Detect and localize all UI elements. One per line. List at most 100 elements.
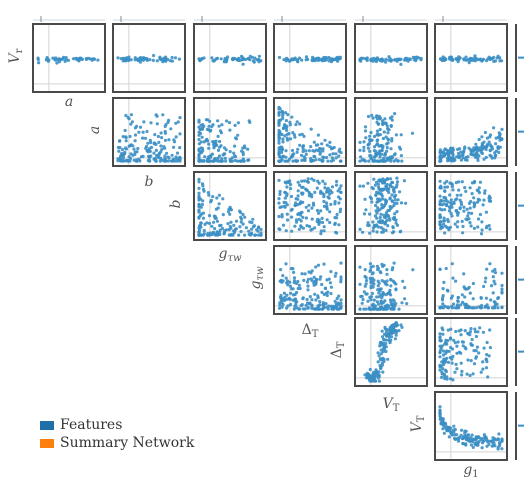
scatter-point bbox=[295, 150, 299, 154]
scatter-point bbox=[371, 374, 375, 378]
scatter-point bbox=[130, 120, 134, 124]
scatter-point bbox=[137, 57, 142, 61]
scatter-point bbox=[310, 227, 314, 231]
scatter-point bbox=[451, 188, 455, 192]
scatter-point bbox=[370, 291, 374, 295]
panel-V_r-vs-g_1 bbox=[434, 23, 508, 93]
scatter-point bbox=[301, 144, 306, 148]
scatter-point bbox=[288, 120, 292, 124]
scatter-point bbox=[283, 205, 287, 209]
scatter-point bbox=[386, 213, 390, 217]
panel-g_tau_w-vs-Delta_T bbox=[273, 245, 347, 315]
scatter-point bbox=[301, 147, 305, 151]
scatter-point bbox=[127, 144, 131, 148]
scatter-point bbox=[480, 228, 484, 232]
scatter-point bbox=[376, 351, 380, 355]
scatter-point bbox=[317, 158, 322, 162]
scatter-point bbox=[138, 60, 142, 64]
scatter-point bbox=[129, 122, 133, 126]
scatter-point bbox=[371, 264, 375, 268]
scatter-point bbox=[318, 152, 322, 156]
scatter-point bbox=[468, 373, 472, 378]
scatter-point bbox=[496, 296, 500, 301]
scatter-point bbox=[285, 136, 289, 140]
scatter-point bbox=[467, 433, 471, 437]
scatter-point bbox=[334, 152, 338, 156]
scatter-point bbox=[438, 411, 442, 415]
scatter-point bbox=[288, 280, 292, 284]
scatter-point bbox=[336, 59, 340, 63]
scatter-point bbox=[318, 147, 323, 151]
scatter-point bbox=[394, 193, 398, 198]
scatter-point bbox=[160, 136, 164, 140]
scatter-point bbox=[339, 304, 343, 308]
scatter-point bbox=[296, 189, 300, 193]
scatter-point bbox=[294, 123, 298, 127]
scatter-point bbox=[459, 202, 464, 207]
panel-frame bbox=[434, 97, 508, 167]
scatter-point bbox=[374, 368, 378, 372]
scatter-point bbox=[339, 151, 343, 155]
scatter-point bbox=[449, 147, 453, 151]
scatter-point bbox=[155, 114, 159, 118]
scatter-point bbox=[277, 138, 281, 142]
scatter-point bbox=[364, 276, 368, 280]
scatter-point bbox=[253, 233, 258, 237]
scatter-point bbox=[314, 298, 318, 302]
col-label-a: a bbox=[65, 94, 73, 110]
scatter-point bbox=[293, 224, 297, 228]
scatter-point bbox=[288, 297, 292, 301]
row-label-V_r: Vr bbox=[7, 48, 25, 63]
scatter-point bbox=[230, 156, 234, 160]
scatter-point bbox=[279, 159, 283, 163]
scatter-point bbox=[394, 133, 398, 137]
scatter-point bbox=[308, 295, 312, 299]
scatter-point bbox=[290, 207, 294, 211]
scatter-point bbox=[335, 179, 339, 184]
scatter-point bbox=[500, 271, 504, 275]
scatter-point bbox=[257, 233, 261, 237]
scatter-point bbox=[378, 307, 382, 311]
scatter-point bbox=[450, 151, 454, 155]
scatter-point bbox=[380, 296, 384, 300]
scatter-point bbox=[467, 146, 471, 150]
scatter-point bbox=[233, 154, 237, 158]
scatter-point bbox=[210, 224, 214, 228]
scatter-point bbox=[476, 217, 481, 221]
scatter-point bbox=[210, 152, 214, 156]
scatter-point bbox=[443, 368, 447, 372]
scatter-point bbox=[359, 56, 363, 60]
scatter-point bbox=[368, 154, 372, 158]
scatter-point bbox=[480, 135, 484, 139]
scatter-point bbox=[378, 116, 383, 120]
scatter-point bbox=[280, 215, 284, 219]
scatter-point bbox=[288, 137, 293, 141]
scatter-point bbox=[482, 284, 486, 289]
scatter-point bbox=[324, 201, 329, 205]
scatter-point bbox=[374, 203, 378, 208]
scatter-point bbox=[291, 154, 295, 158]
scatter-point bbox=[442, 431, 446, 435]
scatter-point bbox=[455, 57, 459, 62]
scatter-point bbox=[451, 276, 455, 280]
scatter-point bbox=[484, 147, 488, 152]
scatter-point bbox=[313, 226, 317, 230]
scatter-point bbox=[96, 58, 100, 62]
scatter-point bbox=[173, 56, 178, 60]
scatter-point bbox=[236, 121, 240, 125]
scatter-point bbox=[213, 58, 217, 62]
scatter-point bbox=[380, 119, 385, 123]
scatter-point bbox=[497, 131, 501, 135]
scatter-point bbox=[380, 219, 384, 223]
scatter-point bbox=[319, 229, 323, 233]
scatter-point bbox=[472, 362, 477, 366]
scatter-point bbox=[296, 147, 300, 151]
scatter-point bbox=[379, 365, 383, 369]
scatter-point bbox=[320, 282, 324, 287]
scatter-point bbox=[483, 280, 487, 284]
scatter-point bbox=[369, 156, 373, 160]
col-label-Delta_T: ΔT bbox=[302, 322, 319, 340]
scatter-point bbox=[389, 324, 393, 328]
scatter-point bbox=[197, 191, 201, 195]
scatter-point bbox=[319, 232, 323, 236]
